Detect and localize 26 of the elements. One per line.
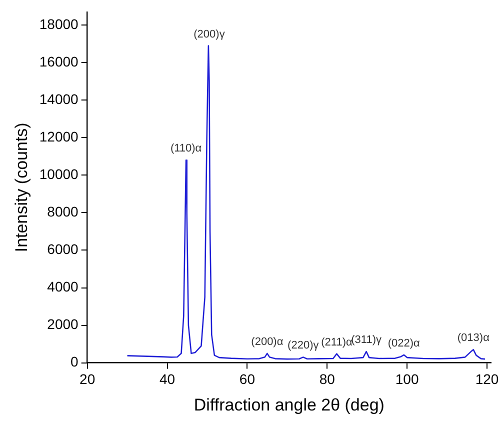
- y-tick-label: 12000: [39, 128, 79, 145]
- y-tick-label: 4000: [47, 278, 79, 295]
- y-tick-label: 16000: [39, 54, 79, 70]
- annotation: (110)α: [170, 142, 202, 155]
- annotation: (200)α: [251, 336, 284, 348]
- x-tick-label: 80: [319, 371, 336, 388]
- y-tick-label: 10000: [39, 166, 79, 182]
- annotation: (013)α: [457, 332, 490, 344]
- y-tick-label: 6000: [47, 241, 79, 258]
- y-tick-label: 0: [70, 354, 79, 370]
- annotation: (022)α: [388, 337, 421, 350]
- annotation: (311)γ: [351, 334, 382, 346]
- annotation: (211)α: [321, 336, 353, 348]
- x-tick-label: 60: [239, 371, 256, 388]
- annotation: (200)γ: [194, 28, 226, 40]
- x-tick-label: 20: [80, 371, 96, 388]
- annotation: (220)γ: [288, 340, 320, 352]
- x-tick-label: 120: [475, 371, 499, 388]
- y-axis-title: Intensity (counts): [12, 122, 31, 252]
- x-axis-title: Diffraction angle 2θ (deg): [194, 395, 384, 414]
- y-tick-label: 8000: [47, 204, 79, 220]
- y-tick-label: 2000: [47, 316, 79, 332]
- x-tick-label: 40: [159, 371, 176, 388]
- x-tick-label: 100: [395, 371, 419, 388]
- y-tick-label: 14000: [39, 91, 79, 108]
- y-tick-label: 18000: [39, 16, 79, 32]
